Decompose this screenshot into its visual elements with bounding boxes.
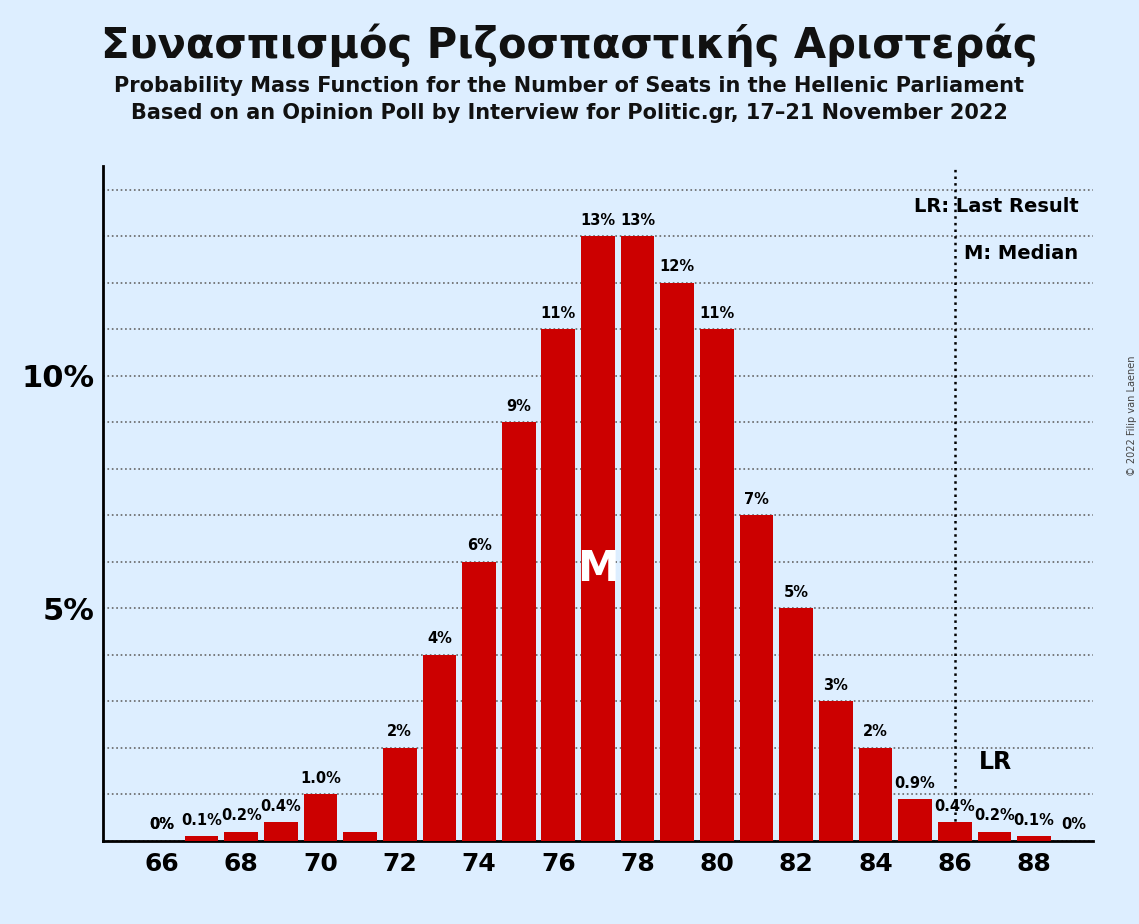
- Text: 7%: 7%: [744, 492, 769, 507]
- Bar: [779, 608, 813, 841]
- Text: LR: LR: [978, 749, 1011, 773]
- Text: 4%: 4%: [427, 631, 452, 647]
- Text: 6%: 6%: [467, 539, 492, 553]
- Text: 0.4%: 0.4%: [261, 799, 301, 814]
- Text: M: M: [577, 548, 618, 590]
- Text: 5%: 5%: [784, 585, 809, 600]
- Text: 2%: 2%: [387, 724, 412, 739]
- Bar: [502, 422, 535, 841]
- Text: 0%: 0%: [149, 818, 174, 833]
- Text: 0.2%: 0.2%: [974, 808, 1015, 823]
- Text: 0%: 0%: [149, 818, 174, 833]
- Bar: [581, 237, 615, 841]
- Text: 0.1%: 0.1%: [181, 813, 222, 828]
- Text: Συνασπισμός Ριζοσπαστικής Αριστεράς: Συνασπισμός Ριζοσπαστικής Αριστεράς: [101, 23, 1038, 67]
- Text: 12%: 12%: [659, 260, 695, 274]
- Bar: [739, 516, 773, 841]
- Bar: [541, 329, 575, 841]
- Bar: [937, 822, 972, 841]
- Bar: [304, 795, 337, 841]
- Text: 9%: 9%: [506, 399, 531, 414]
- Bar: [185, 836, 219, 841]
- Bar: [1017, 836, 1051, 841]
- Bar: [423, 655, 457, 841]
- Bar: [819, 701, 853, 841]
- Bar: [343, 832, 377, 841]
- Bar: [859, 748, 892, 841]
- Text: © 2022 Filip van Laenen: © 2022 Filip van Laenen: [1126, 356, 1137, 476]
- Bar: [264, 822, 297, 841]
- Text: 0.4%: 0.4%: [934, 799, 975, 814]
- Text: Based on an Opinion Poll by Interview for Politic.gr, 17–21 November 2022: Based on an Opinion Poll by Interview fo…: [131, 103, 1008, 124]
- Bar: [621, 237, 655, 841]
- Bar: [899, 799, 932, 841]
- Text: 11%: 11%: [541, 306, 576, 321]
- Text: 3%: 3%: [823, 678, 849, 693]
- Text: Probability Mass Function for the Number of Seats in the Hellenic Parliament: Probability Mass Function for the Number…: [115, 76, 1024, 96]
- Text: 13%: 13%: [581, 213, 615, 227]
- Text: 0.1%: 0.1%: [1014, 813, 1055, 828]
- Text: M: Median: M: Median: [965, 244, 1079, 263]
- Text: 0.9%: 0.9%: [895, 775, 935, 791]
- Text: LR: Last Result: LR: Last Result: [913, 197, 1079, 215]
- Bar: [224, 832, 259, 841]
- Text: 11%: 11%: [699, 306, 735, 321]
- Text: 0.2%: 0.2%: [221, 808, 262, 823]
- Bar: [462, 562, 495, 841]
- Bar: [383, 748, 417, 841]
- Text: 13%: 13%: [620, 213, 655, 227]
- Text: 1.0%: 1.0%: [300, 771, 341, 786]
- Text: 2%: 2%: [863, 724, 888, 739]
- Text: 0%: 0%: [1062, 818, 1087, 833]
- Bar: [977, 832, 1011, 841]
- Bar: [661, 283, 694, 841]
- Bar: [700, 329, 734, 841]
